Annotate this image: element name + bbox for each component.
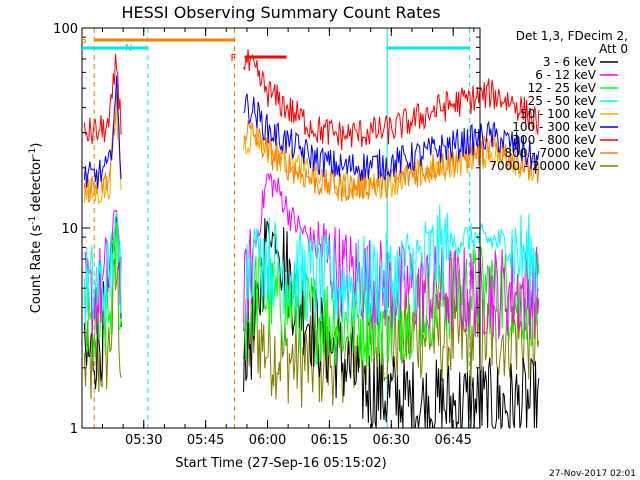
footer-date: 27-Nov-2017 02:01	[549, 469, 636, 479]
chart-title: HESSI Observing Summary Count Rates	[121, 3, 440, 22]
legend-label-7: 800 - 7000 keV	[505, 146, 597, 160]
y-tick-label-1: 10	[61, 222, 78, 237]
x-tick-label-5: 06:45	[434, 433, 471, 448]
legend-label-5: 100 - 300 keV	[512, 120, 596, 134]
x-tick-label-1: 05:45	[187, 433, 224, 448]
series-line-6	[83, 49, 540, 151]
y-axis-label-exp2: -1	[28, 148, 38, 157]
legend-label-6: 300 - 800 keV	[512, 133, 596, 147]
legend-label-3: 25 - 50 keV	[528, 94, 597, 108]
legend-label-0: 3 - 6 keV	[543, 55, 597, 69]
legend-header-line1: Det 1,3, FDecim 2,	[516, 29, 628, 43]
y-axis-label-exp: -1	[28, 216, 38, 225]
legend-label-2: 12 - 25 keV	[528, 81, 597, 95]
x-axis: 05:30 05:45 06:00 06:15 06:30 06:45	[101, 28, 475, 448]
y-tick-label-0: 1	[70, 422, 78, 437]
y-axis-label-close: )	[29, 143, 44, 148]
legend-header-line2: Att 0	[599, 42, 628, 56]
series-line-3	[83, 204, 540, 330]
flag-label-f: F	[231, 53, 237, 64]
legend-label-8: 7000 - 20000 keV	[489, 159, 596, 173]
x-tick-label-0: 05:30	[125, 433, 162, 448]
y-tick-label-2: 100	[53, 22, 78, 37]
x-tick-label-3: 06:15	[311, 433, 348, 448]
y-axis: 1 10 100	[53, 22, 480, 437]
x-tick-label-4: 06:30	[373, 433, 410, 448]
y-axis-label: Count Rate (s-1 detector-1)	[28, 143, 44, 314]
flag-label-s: S	[80, 35, 86, 46]
legend-label-1: 6 - 12 keV	[535, 68, 597, 82]
x-axis-label: Start Time (27-Sep-16 05:15:02)	[175, 456, 386, 471]
y-axis-label-detector: detector	[29, 156, 44, 216]
legend-label-4: 50 - 100 keV	[520, 107, 597, 121]
flag-label-n: N	[125, 43, 132, 54]
series-line-7	[83, 91, 540, 203]
y-axis-label-main: Count Rate (s	[29, 225, 44, 314]
flag-labels: S N F	[80, 35, 470, 64]
plot-area	[83, 28, 540, 430]
series-line-5	[83, 75, 540, 189]
x-tick-label-2: 06:00	[249, 433, 286, 448]
